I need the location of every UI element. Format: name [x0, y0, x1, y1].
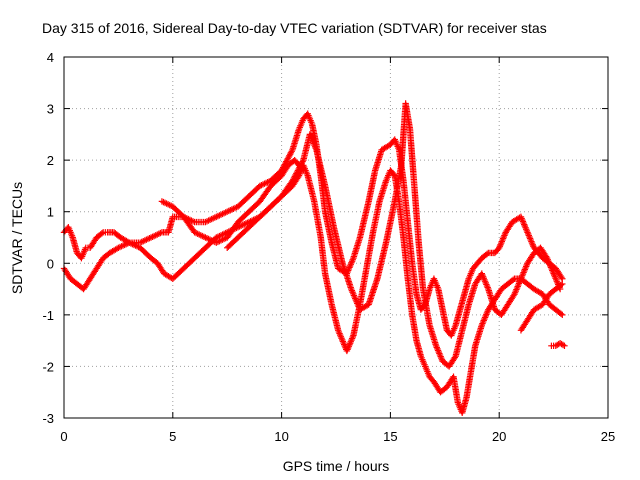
series-track-a: [60, 110, 566, 339]
series-track-c: [224, 100, 564, 370]
data-point: [288, 148, 295, 155]
data-point: [559, 311, 566, 319]
data-point: [299, 165, 306, 173]
y-tick-label: -3: [42, 411, 54, 426]
data-point: [98, 230, 106, 237]
y-tick-label: 4: [47, 50, 54, 65]
data-point: [558, 274, 565, 281]
y-tick-label: 3: [47, 102, 54, 117]
data-point: [557, 281, 565, 289]
data-point: [561, 342, 568, 349]
y-tick-label: -2: [42, 359, 54, 374]
y-tick-label: 0: [47, 256, 54, 271]
x-tick-label: 10: [274, 429, 288, 444]
data-point: [300, 167, 307, 174]
plot-frame: [63, 56, 609, 419]
y-tick-label: -1: [42, 308, 54, 323]
data-points: [60, 100, 568, 417]
x-tick-label: 5: [169, 429, 176, 444]
data-point: [390, 171, 397, 178]
x-axis-label: GPS time / hours: [283, 458, 390, 474]
data-point: [509, 276, 517, 283]
data-point: [451, 354, 458, 361]
x-tick-label: 15: [383, 429, 397, 444]
x-tick-label: 0: [60, 429, 67, 444]
chart-title: Day 315 of 2016, Sidereal Day-to-day VTE…: [42, 20, 547, 36]
data-point: [483, 250, 491, 258]
x-tick-label: 25: [601, 429, 615, 444]
series-track-b: [60, 162, 566, 417]
y-tick-label: 2: [47, 153, 54, 168]
data-point: [299, 158, 306, 165]
series-track-d: [158, 156, 307, 246]
x-tick-label: 20: [492, 429, 506, 444]
series-track-e: [517, 280, 566, 334]
data-point: [557, 310, 565, 318]
data-point: [559, 280, 566, 288]
y-tick-label: 1: [47, 205, 54, 220]
data-point: [559, 341, 567, 349]
y-axis-label: SDTVAR / TECUs: [9, 182, 25, 294]
series-track-f: [548, 340, 568, 349]
